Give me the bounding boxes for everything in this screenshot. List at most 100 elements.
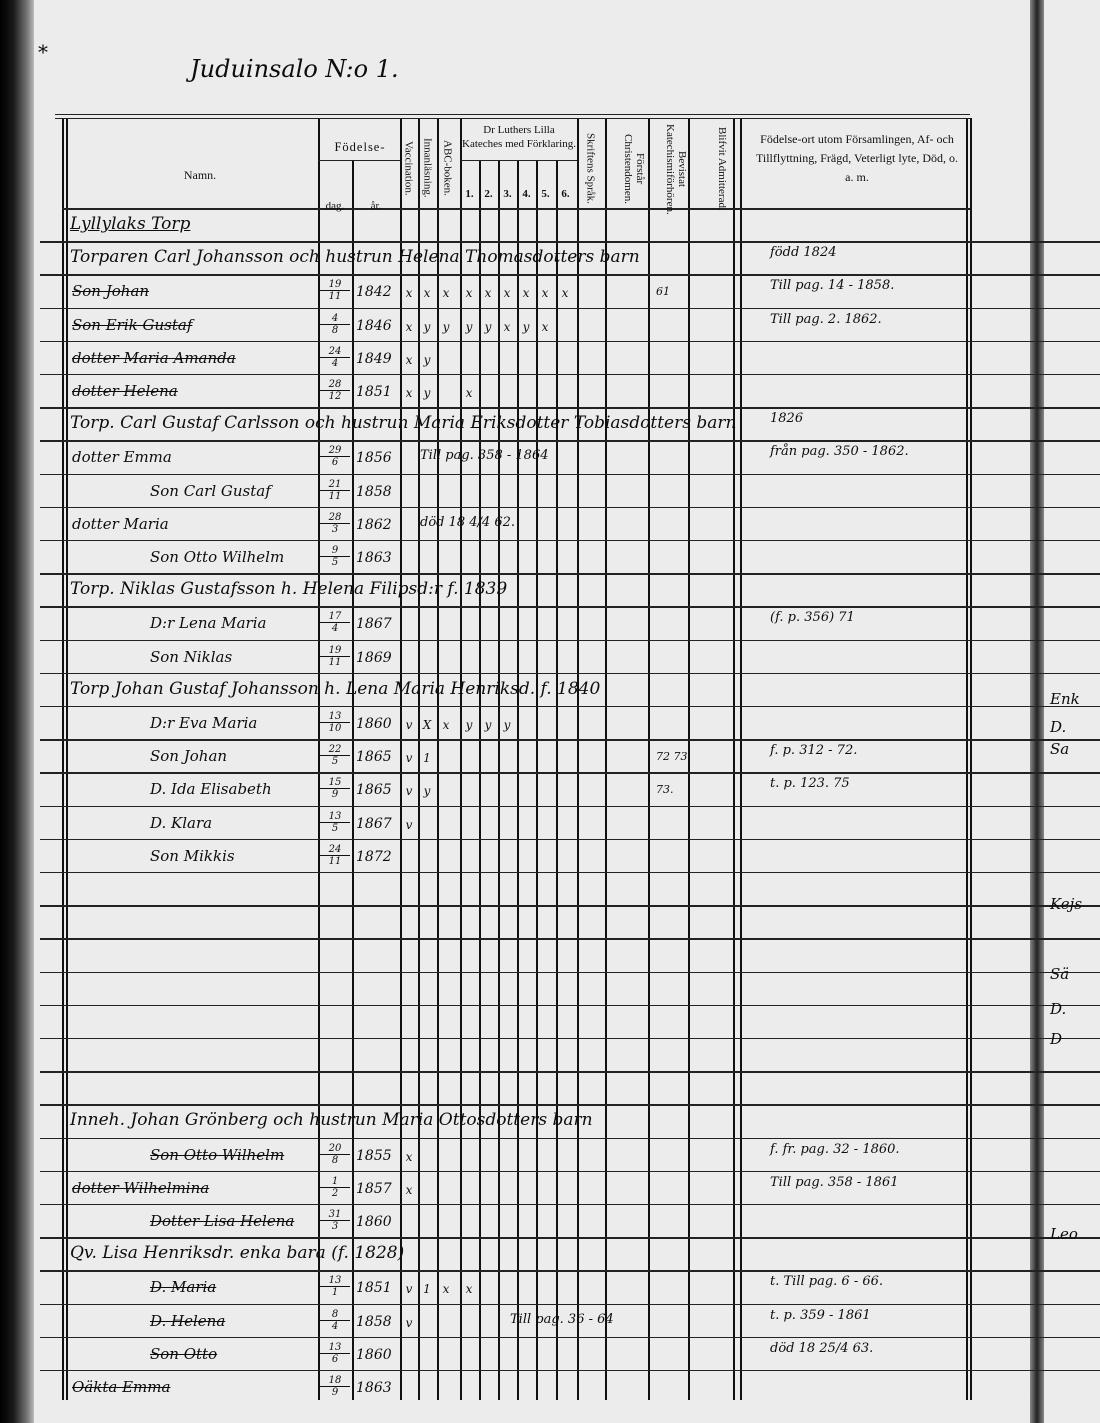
birth-year: 1851 bbox=[356, 384, 392, 400]
birth-day-month: 28 12 bbox=[320, 379, 350, 402]
birth-month: 3 bbox=[331, 1221, 339, 1232]
birth-day: 31 bbox=[320, 1209, 350, 1221]
column-rule bbox=[460, 118, 462, 1400]
header-reading: Innanläsning. bbox=[421, 138, 434, 198]
row-rule bbox=[40, 971, 1100, 973]
row-rule bbox=[40, 1137, 1100, 1139]
column-rule bbox=[352, 160, 354, 1400]
birth-year: 1867 bbox=[356, 616, 392, 633]
household-heading: Torparen Carl Johansson och hustrun Hele… bbox=[70, 247, 640, 268]
knowledge-mark: x bbox=[561, 286, 569, 301]
person-name: Son Otto bbox=[150, 1344, 218, 1363]
birth-day: 13 bbox=[320, 1342, 350, 1354]
column-rule bbox=[437, 118, 439, 1400]
birth-day: 29 bbox=[320, 445, 350, 458]
knowledge-mark: y bbox=[522, 319, 530, 334]
person-name: dotter Maria Amanda bbox=[72, 348, 236, 367]
person-name: dotter Emma bbox=[72, 448, 172, 467]
birth-day: 28 bbox=[320, 512, 350, 524]
row-rule bbox=[40, 772, 1100, 774]
knowledge-mark: 1 bbox=[423, 1282, 431, 1297]
remark: Till pag. 14 - 1858. bbox=[770, 278, 895, 294]
remark: t. p. 123. 75 bbox=[770, 776, 850, 792]
facing-page-fragment: D. bbox=[1050, 1000, 1067, 1018]
row-rule bbox=[40, 241, 1100, 243]
knowledge-mark: y bbox=[484, 319, 492, 334]
birth-month: 4 bbox=[331, 357, 339, 369]
column-rule bbox=[733, 118, 735, 1400]
knowledge-mark: y bbox=[423, 319, 431, 334]
birth-month: 9 bbox=[331, 789, 339, 801]
knowledge-mark: x bbox=[442, 286, 450, 301]
birth-day-month: 29 6 bbox=[320, 445, 350, 468]
page-title: Juduinsalo N:o 1. bbox=[190, 55, 399, 83]
column-rule bbox=[418, 118, 420, 1400]
attended-years: 61 bbox=[656, 285, 670, 299]
column-rule bbox=[970, 118, 972, 1400]
row-rule bbox=[40, 374, 1100, 376]
birth-year: 1863 bbox=[356, 1380, 392, 1396]
row-rule bbox=[40, 540, 1100, 542]
row-rule bbox=[40, 1004, 1100, 1007]
knowledge-mark: v bbox=[405, 751, 413, 766]
household-heading: Lyllylaks Torp bbox=[70, 214, 191, 234]
birth-day: 9 bbox=[320, 545, 350, 557]
knowledge-mark: y bbox=[484, 718, 492, 732]
birth-year: 1860 bbox=[356, 1214, 392, 1230]
facing-page-fragment: Kejs bbox=[1050, 895, 1083, 913]
row-rule bbox=[40, 1370, 1100, 1372]
birth-year: 1846 bbox=[356, 317, 392, 334]
row-rule bbox=[40, 606, 1100, 608]
remark: från pag. 350 - 1862. bbox=[770, 444, 909, 460]
birth-month: 11 bbox=[328, 291, 342, 303]
birth-day: 24 bbox=[320, 844, 350, 856]
header-scripture: Skriftens Språk. bbox=[584, 132, 597, 204]
birth-day-month: 24 4 bbox=[320, 346, 350, 369]
header-attended: Bevistat Katechismiförhören. bbox=[663, 124, 688, 215]
knowledge-mark: v bbox=[405, 718, 413, 732]
knowledge-mark: v bbox=[405, 817, 413, 832]
birth-year: 1849 bbox=[356, 350, 392, 367]
row-rule bbox=[40, 672, 1100, 675]
row-rule bbox=[40, 1270, 1100, 1272]
knowledge-mark: x bbox=[465, 1282, 473, 1297]
birth-month: 12 bbox=[328, 391, 342, 402]
inline-note: död 18 4/4 62. bbox=[420, 514, 516, 530]
birth-day: 19 bbox=[320, 645, 350, 657]
birth-month: 10 bbox=[328, 723, 342, 734]
birth-month: 8 bbox=[331, 324, 339, 336]
header-catechism-part: 1. bbox=[465, 188, 474, 200]
birth-day-month: 18 9 bbox=[320, 1375, 350, 1398]
row-rule bbox=[40, 872, 1100, 874]
knowledge-mark: x bbox=[465, 286, 473, 301]
inline-note: Till pag. 36 - 64 bbox=[510, 1311, 614, 1327]
person-name: Son Otto Wilhelm bbox=[150, 1145, 285, 1164]
column-rule bbox=[62, 118, 64, 1400]
remark: död 18 25/4 63. bbox=[770, 1340, 874, 1356]
knowledge-mark: x bbox=[405, 1182, 413, 1197]
birth-day-month: 19 11 bbox=[320, 279, 350, 302]
header-year: år. bbox=[370, 200, 382, 212]
birth-day: 20 bbox=[320, 1143, 350, 1155]
birth-day: 8 bbox=[320, 1309, 350, 1321]
person-name: D:r Eva Maria bbox=[150, 714, 258, 732]
remark: (f. p. 356) 71 bbox=[770, 610, 855, 626]
birth-day: 28 bbox=[320, 379, 350, 391]
row-rule bbox=[40, 1071, 1100, 1073]
remark: Till pag. 358 - 1861 bbox=[770, 1174, 899, 1190]
column-rule bbox=[648, 118, 650, 1400]
remark: t. Till pag. 6 - 66. bbox=[770, 1274, 884, 1290]
facing-page-fragment: D. bbox=[1050, 718, 1067, 736]
birth-day: 4 bbox=[320, 313, 350, 325]
column-rule bbox=[605, 118, 607, 1400]
facing-page-fragment: Sä bbox=[1050, 965, 1070, 983]
header-admitted: Blifvit Admitterad. bbox=[716, 127, 728, 211]
remark: 1826 bbox=[770, 411, 804, 427]
birth-month: 8 bbox=[331, 1154, 339, 1166]
header-top-rule bbox=[55, 118, 970, 120]
person-name: D. Klara bbox=[150, 813, 213, 832]
birth-day-month: 17 4 bbox=[320, 611, 350, 634]
header-catechism-part: 6. bbox=[561, 188, 570, 200]
person-name: Son Johan bbox=[150, 747, 228, 766]
